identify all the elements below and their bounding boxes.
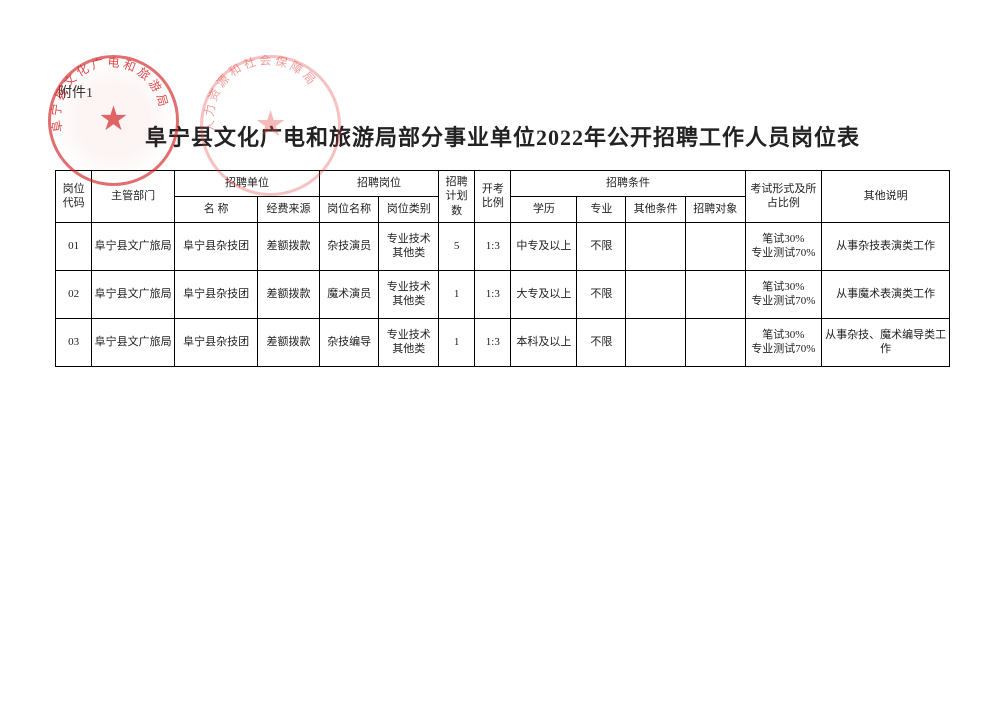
table-row: 03阜宁县文广旅局阜宁县杂技团差额拨款杂技编导专业技术其他类11:3本科及以上不…	[56, 318, 950, 366]
cell-target	[685, 270, 745, 318]
th-unit-name: 名 称	[175, 196, 258, 222]
job-table: 岗位代码 主管部门 招聘单位 招聘岗位 招聘计划数 开考比例 招聘条件 考试形式…	[55, 170, 950, 367]
cell-target	[685, 222, 745, 270]
table-row: 02阜宁县文广旅局阜宁县杂技团差额拨款魔术演员专业技术其他类11:3大专及以上不…	[56, 270, 950, 318]
cell-code: 01	[56, 222, 92, 270]
th-dept: 主管部门	[92, 171, 175, 223]
th-exam-form: 考试形式及所占比例	[745, 171, 822, 223]
th-post-name: 岗位名称	[319, 196, 379, 222]
th-edu: 学历	[511, 196, 577, 222]
cell-other_note: 从事杂技表演类工作	[822, 222, 950, 270]
th-other-note: 其他说明	[822, 171, 950, 223]
cell-edu: 中专及以上	[511, 222, 577, 270]
th-recruit-cond: 招聘条件	[511, 171, 745, 197]
cell-post_type: 专业技术其他类	[379, 222, 439, 270]
cell-exam_ratio: 1:3	[475, 318, 511, 366]
cell-unit_name: 阜宁县杂技团	[175, 270, 258, 318]
cell-post_type: 专业技术其他类	[379, 270, 439, 318]
cell-edu: 大专及以上	[511, 270, 577, 318]
th-other-cond: 其他条件	[626, 196, 686, 222]
cell-plan_count: 5	[439, 222, 475, 270]
cell-dept: 阜宁县文广旅局	[92, 318, 175, 366]
cell-major: 不限	[577, 270, 626, 318]
attachment-label: 附件1	[58, 82, 93, 102]
cell-plan_count: 1	[439, 270, 475, 318]
cell-plan_count: 1	[439, 318, 475, 366]
cell-unit_fund: 差额拨款	[258, 318, 320, 366]
cell-target	[685, 318, 745, 366]
cell-exam_form: 笔试30%专业测试70%	[745, 318, 822, 366]
th-major: 专业	[577, 196, 626, 222]
cell-code: 03	[56, 318, 92, 366]
th-code: 岗位代码	[56, 171, 92, 223]
cell-unit_name: 阜宁县杂技团	[175, 318, 258, 366]
th-recruit-post: 招聘岗位	[319, 171, 438, 197]
cell-exam_ratio: 1:3	[475, 222, 511, 270]
cell-unit_fund: 差额拨款	[258, 270, 320, 318]
cell-major: 不限	[577, 222, 626, 270]
cell-code: 02	[56, 270, 92, 318]
table-head: 岗位代码 主管部门 招聘单位 招聘岗位 招聘计划数 开考比例 招聘条件 考试形式…	[56, 171, 950, 223]
cell-post_type: 专业技术其他类	[379, 318, 439, 366]
cell-post_name: 杂技编导	[319, 318, 379, 366]
cell-other_cond	[626, 270, 686, 318]
cell-exam_form: 笔试30%专业测试70%	[745, 270, 822, 318]
th-unit-fund: 经费来源	[258, 196, 320, 222]
th-target: 招聘对象	[685, 196, 745, 222]
cell-unit_name: 阜宁县杂技团	[175, 222, 258, 270]
th-plan-count: 招聘计划数	[439, 171, 475, 223]
table-body: 01阜宁县文广旅局阜宁县杂技团差额拨款杂技演员专业技术其他类51:3中专及以上不…	[56, 222, 950, 366]
cell-dept: 阜宁县文广旅局	[92, 222, 175, 270]
cell-other_cond	[626, 222, 686, 270]
cell-other_note: 从事魔术表演类工作	[822, 270, 950, 318]
seal-1-text-arc: 阜宁县文化广电和旅游局	[48, 55, 173, 180]
page: 附件1 阜宁县文化广电和旅游局部分事业单位2022年公开招聘工作人员岗位表 岗位…	[0, 0, 1000, 704]
cell-post_name: 魔术演员	[319, 270, 379, 318]
cell-other_cond	[626, 318, 686, 366]
cell-unit_fund: 差额拨款	[258, 222, 320, 270]
cell-post_name: 杂技演员	[319, 222, 379, 270]
table-row: 01阜宁县文广旅局阜宁县杂技团差额拨款杂技演员专业技术其他类51:3中专及以上不…	[56, 222, 950, 270]
page-title: 阜宁县文化广电和旅游局部分事业单位2022年公开招聘工作人员岗位表	[55, 120, 950, 152]
cell-major: 不限	[577, 318, 626, 366]
th-recruit-unit: 招聘单位	[175, 171, 320, 197]
cell-edu: 本科及以上	[511, 318, 577, 366]
th-exam-ratio: 开考比例	[475, 171, 511, 223]
cell-other_note: 从事杂技、魔术编导类工作	[822, 318, 950, 366]
th-post-type: 岗位类别	[379, 196, 439, 222]
cell-exam_ratio: 1:3	[475, 270, 511, 318]
cell-exam_form: 笔试30%专业测试70%	[745, 222, 822, 270]
cell-dept: 阜宁县文广旅局	[92, 270, 175, 318]
